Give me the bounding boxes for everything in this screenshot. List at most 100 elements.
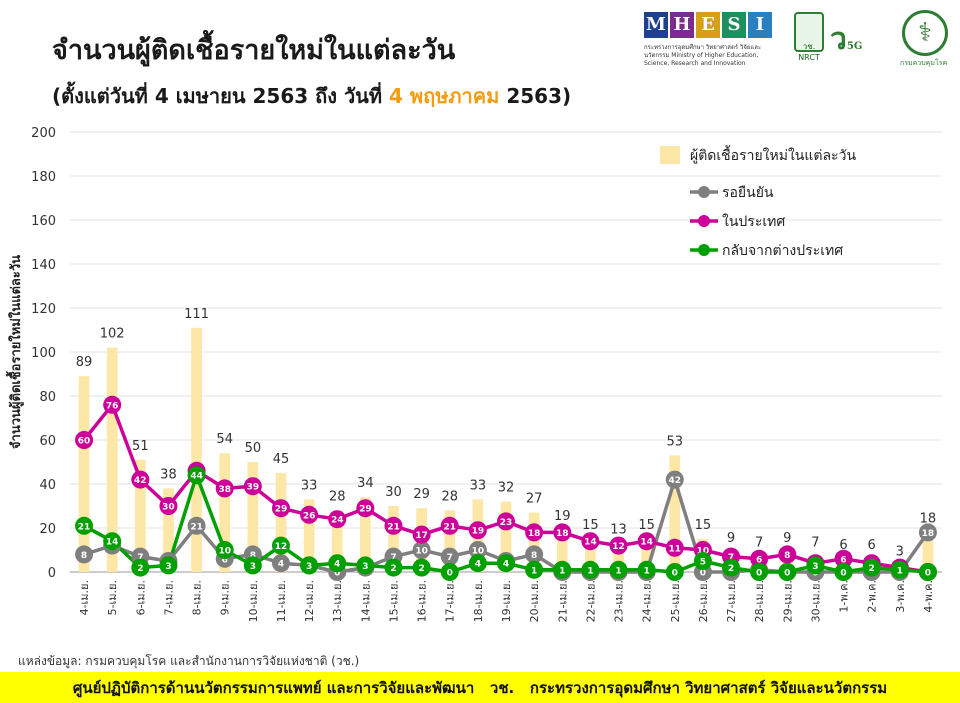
point-value-label: 4 — [278, 560, 284, 570]
mhesi-caption: กระทรวงการอุดมศึกษา วิทยาศาสตร์ วิจัยและ… — [644, 44, 762, 67]
y-tick-label: 20 — [39, 522, 56, 537]
series-point — [103, 532, 122, 551]
x-tick-label: 16-เม.ย. — [416, 580, 429, 622]
y-tick-label: 140 — [31, 258, 56, 273]
bar-value-label: 38 — [160, 467, 177, 482]
x-tick-label: 10-เม.ย. — [247, 580, 260, 622]
series-point — [356, 556, 375, 575]
nrct-logo: วช. NRCT — [794, 12, 824, 62]
point-value-label: 21 — [78, 522, 91, 532]
y-axis-label: จำนวนผู้ติดเชื้อรายใหม่ในแต่ละวัน — [5, 255, 24, 449]
series-point — [918, 523, 937, 542]
series-point — [778, 563, 797, 581]
series-point — [525, 523, 544, 542]
x-tick-label: 22-เม.ย. — [584, 580, 597, 622]
point-value-label: 5 — [700, 558, 706, 568]
x-tick-label: 12-เม.ย. — [303, 580, 316, 622]
point-value-label: 0 — [334, 569, 340, 579]
series-point — [525, 560, 544, 579]
point-value-label: 21 — [387, 522, 400, 532]
bar-value-label: 9 — [783, 531, 791, 546]
bar-value-label: 53 — [667, 434, 684, 449]
x-tick-label: 30-เม.ย. — [809, 580, 822, 622]
bar — [163, 488, 174, 572]
bar-value-label: 102 — [100, 327, 125, 342]
point-value-label: 21 — [190, 522, 203, 532]
series-point — [525, 545, 544, 564]
footer-banner: ศูนย์ปฏิบัติการด้านนวัตกรรมการแพทย์ และก… — [0, 672, 960, 703]
point-value-label: 2 — [137, 564, 143, 574]
series-point — [356, 499, 375, 518]
chart-subtitle: (ตั้งแต่วันที่ 4 เมษายน 2563 ถึง วันที่ … — [52, 80, 571, 112]
bar — [331, 510, 343, 572]
bar — [303, 499, 315, 572]
series-point — [637, 532, 656, 551]
point-value-label: 8 — [81, 551, 87, 561]
series-point — [862, 558, 881, 577]
series-point — [215, 479, 234, 498]
point-value-label: 0 — [672, 569, 678, 579]
bar-value-label: 27 — [526, 492, 543, 507]
point-value-label: 3 — [362, 562, 368, 572]
bar-value-label: 9 — [727, 531, 735, 546]
bar — [388, 506, 399, 572]
point-value-label: 8 — [250, 551, 256, 561]
x-tick-label: 15-เม.ย. — [387, 580, 400, 622]
point-value-label: 42 — [669, 476, 682, 486]
y-tick-label: 0 — [48, 566, 56, 581]
series-point — [243, 477, 262, 496]
point-value-label: 7 — [447, 553, 453, 563]
series-point — [75, 545, 94, 564]
point-value-label: 4 — [475, 560, 481, 570]
bar-value-label: 15 — [582, 518, 599, 533]
bar-value-label: 34 — [357, 476, 374, 491]
x-tick-label: 9-เม.ย. — [219, 580, 232, 615]
mhesi-letter: E — [696, 12, 720, 38]
bar-value-label: 7 — [755, 536, 763, 551]
x-tick-label: 11-เม.ย. — [275, 580, 288, 622]
point-value-label: 2 — [418, 564, 424, 574]
x-tick-label: 26-เม.ย. — [697, 580, 710, 622]
bar — [528, 512, 540, 572]
x-tick-label: 6-เม.ย. — [134, 580, 147, 615]
series-point — [384, 558, 403, 577]
bar-value-label: 7 — [811, 536, 819, 551]
point-value-label: 18 — [556, 529, 569, 539]
bar-value-label: 28 — [441, 489, 458, 504]
point-value-label: 10 — [472, 547, 485, 557]
point-value-label: 7 — [390, 553, 396, 563]
point-value-label: 7 — [137, 553, 143, 563]
point-value-label: 18 — [528, 529, 541, 539]
point-value-label: 14 — [106, 538, 119, 548]
series-point — [187, 516, 206, 535]
bar — [191, 327, 202, 572]
point-value-label: 30 — [162, 503, 175, 513]
bar — [585, 539, 596, 572]
x-tick-label: 7-เม.ย. — [162, 580, 175, 615]
data-source: แหล่งข้อมูล: กรมควบคุมโรค และสำนักงานการ… — [18, 654, 360, 668]
series-point — [665, 470, 684, 489]
series-point — [215, 541, 234, 559]
series-point — [271, 536, 290, 555]
x-tick-label: 13-เม.ย. — [331, 580, 344, 622]
bar-value-label: 33 — [470, 478, 487, 493]
bar — [922, 532, 934, 572]
point-value-label: 6 — [840, 555, 846, 565]
y-tick-label: 120 — [31, 302, 56, 317]
series-point — [440, 547, 459, 566]
series-point — [665, 563, 684, 581]
series-point — [412, 541, 431, 559]
series-point — [243, 556, 262, 575]
series-point — [750, 563, 769, 581]
series-point — [609, 560, 628, 579]
point-value-label: 18 — [922, 529, 935, 539]
x-tick-label: 4-เม.ย. — [78, 580, 91, 615]
point-value-label: 21 — [443, 522, 456, 532]
point-value-label: 8 — [531, 551, 537, 561]
series-point — [834, 549, 853, 568]
point-value-label: 14 — [584, 538, 597, 548]
x-tick-label: 14-เม.ย. — [359, 580, 372, 622]
subtitle-prefix: (ตั้งแต่วันที่ 4 เมษายน 2563 ถึง วันที่ — [52, 84, 390, 108]
series-point — [806, 556, 825, 575]
